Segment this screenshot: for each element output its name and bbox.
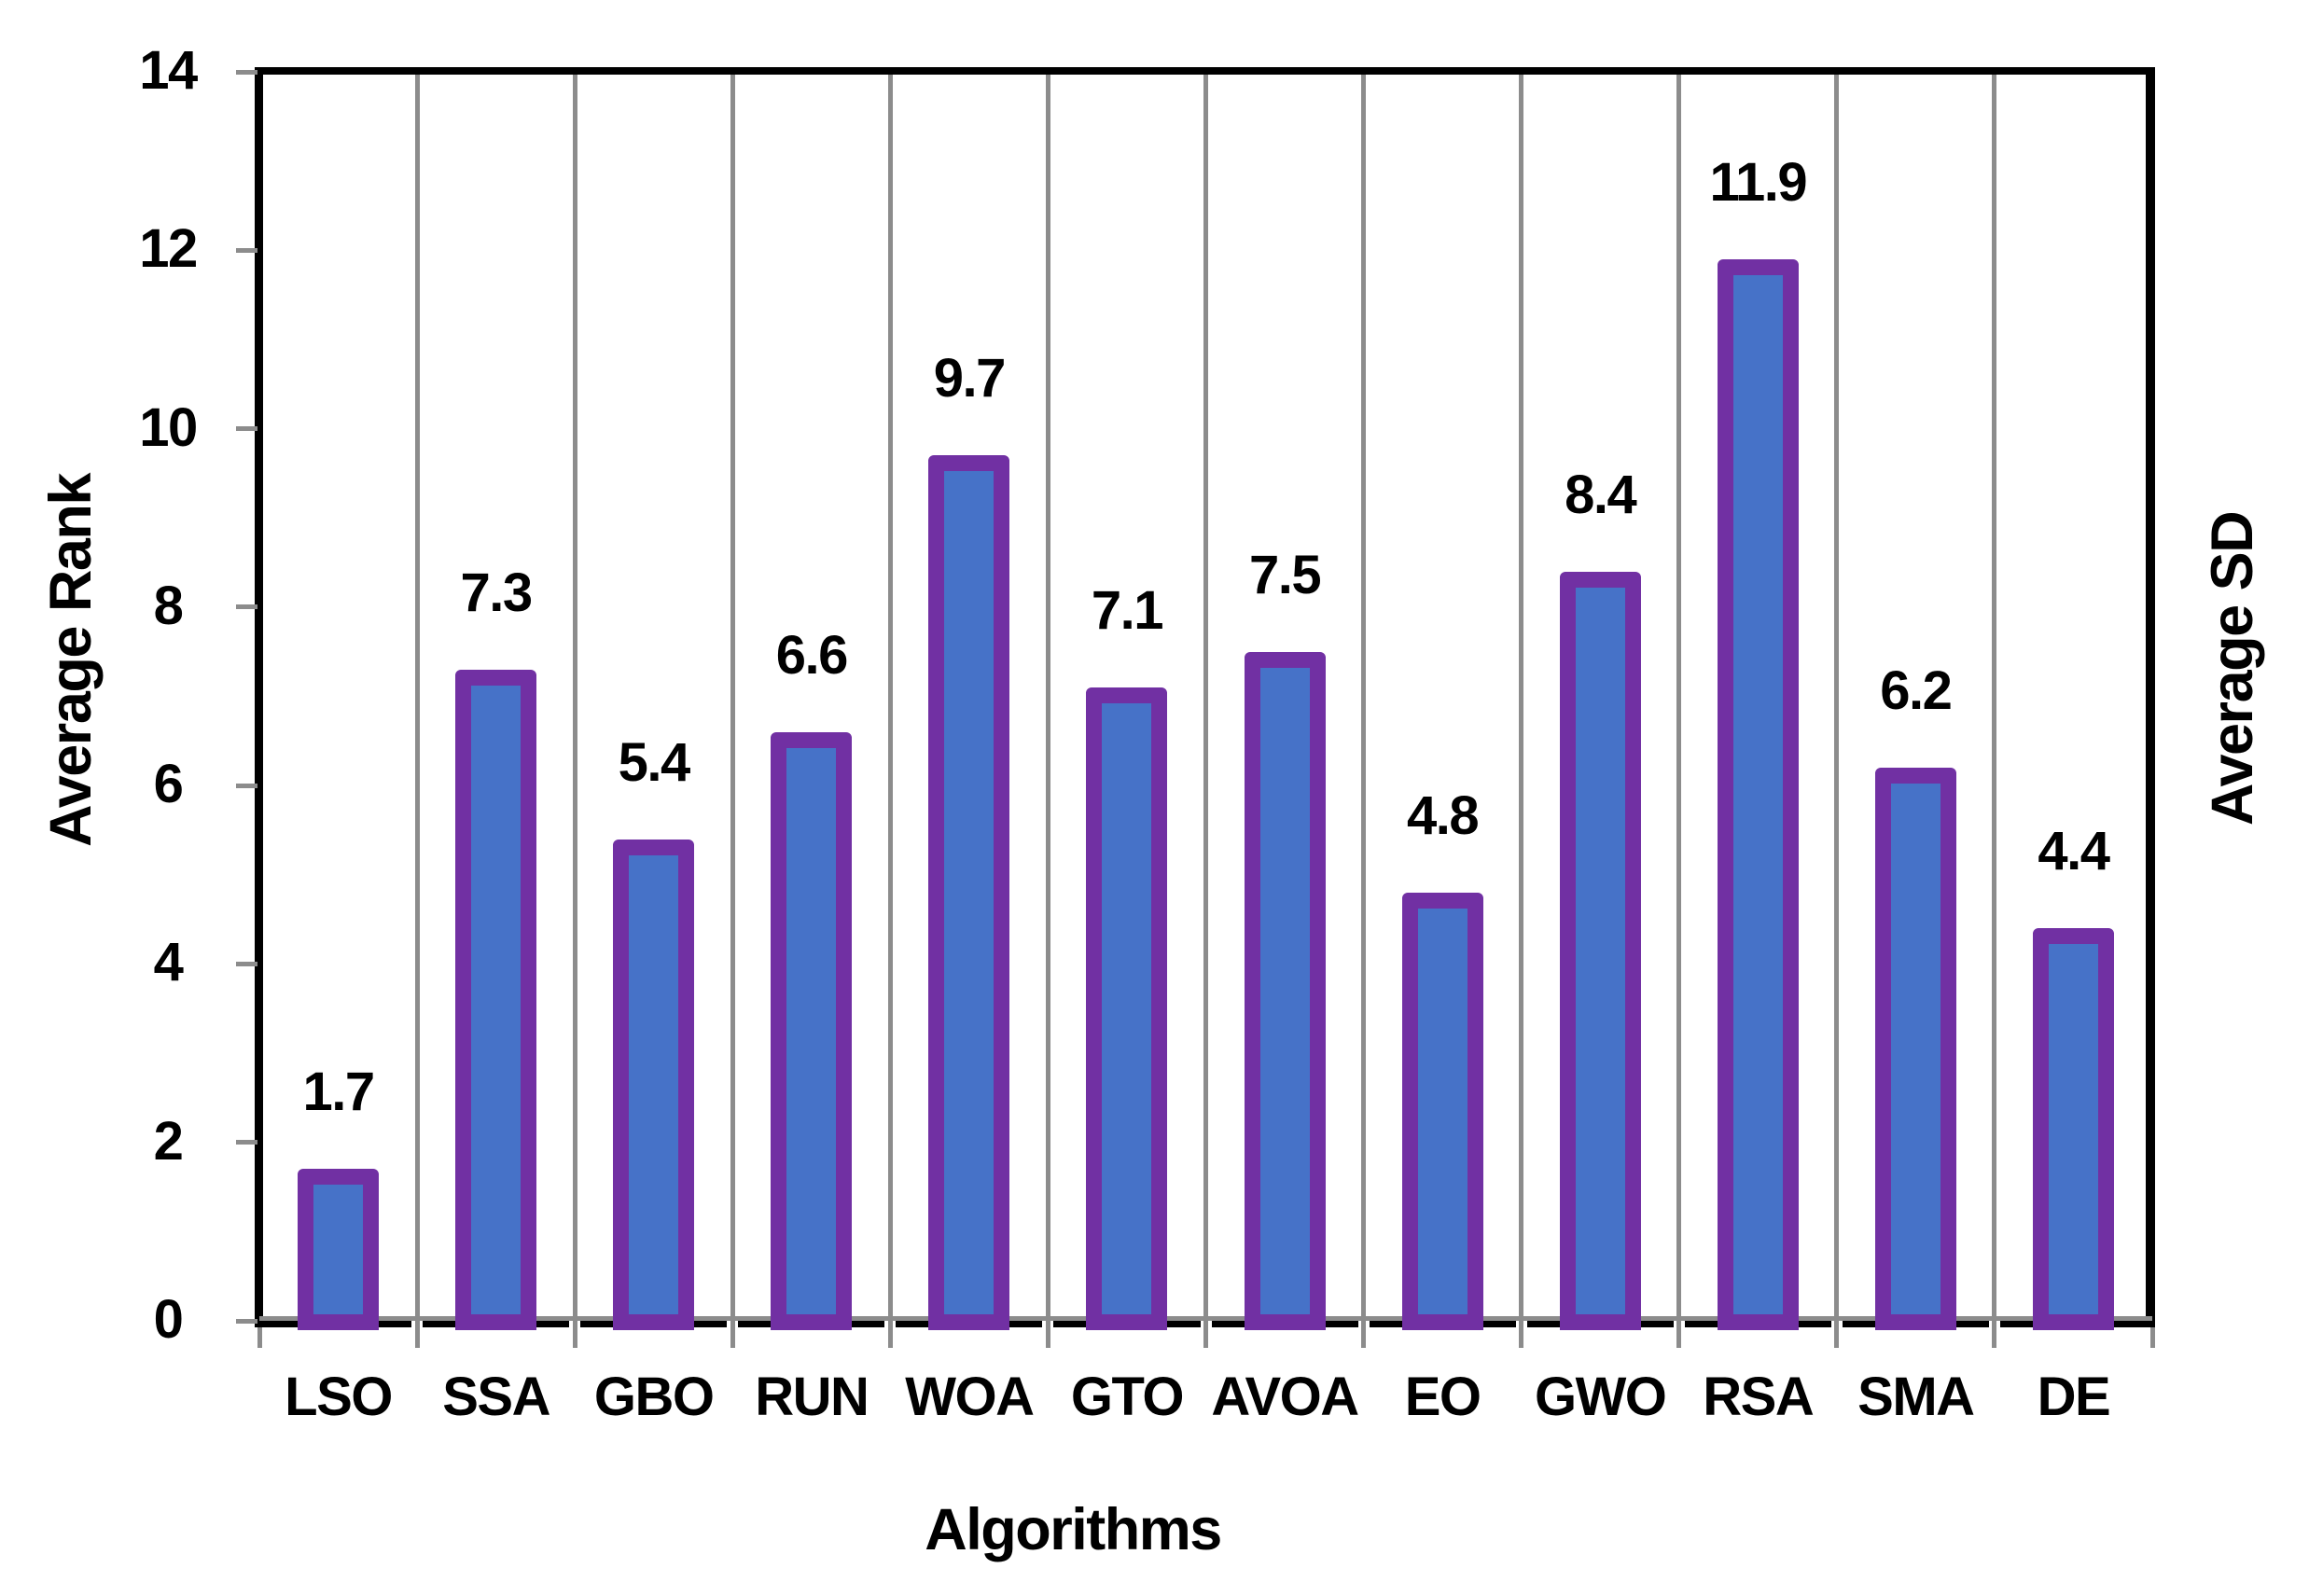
bar-eo bbox=[1401, 892, 1483, 1330]
y-axis-tick bbox=[236, 1140, 257, 1145]
y-axis-title-left: Average Rank bbox=[38, 474, 104, 847]
x-axis-tick bbox=[414, 1321, 420, 1348]
x-axis-tick bbox=[1676, 1321, 1682, 1348]
bar-gto bbox=[1086, 687, 1168, 1330]
bar-value-label: 8.4 bbox=[1565, 464, 1637, 525]
y-tick-label: 2 bbox=[153, 1110, 184, 1172]
vertical-gridline bbox=[1203, 75, 1208, 1317]
bar-value-label: 5.4 bbox=[618, 731, 691, 793]
x-tick-label: LSO bbox=[285, 1367, 393, 1427]
y-axis-tick bbox=[236, 604, 257, 610]
bar-value-label: 1.7 bbox=[302, 1062, 375, 1123]
vertical-gridline bbox=[572, 75, 577, 1317]
x-tick-label: DE bbox=[2037, 1367, 2111, 1427]
bar-value-label: 9.7 bbox=[933, 348, 1007, 409]
x-axis-tick bbox=[572, 1321, 577, 1348]
vertical-gridline bbox=[414, 75, 420, 1317]
x-tick-label: GWO bbox=[1534, 1367, 1667, 1427]
bar-run bbox=[771, 731, 853, 1330]
bar-woa bbox=[928, 455, 1010, 1330]
bar-gwo bbox=[1559, 571, 1641, 1330]
y-tick-label: 8 bbox=[153, 575, 184, 636]
bar-value-label: 7.3 bbox=[460, 562, 534, 623]
bar-value-label: 6.6 bbox=[775, 624, 849, 686]
y-axis-tick bbox=[236, 961, 257, 966]
vertical-gridline bbox=[1519, 75, 1524, 1317]
bar-value-label: 7.5 bbox=[1248, 544, 1322, 605]
vertical-gridline bbox=[1676, 75, 1682, 1317]
x-tick-label: RUN bbox=[755, 1367, 869, 1427]
y-axis-line-left bbox=[255, 67, 263, 1327]
x-axis-tick bbox=[2149, 1327, 2155, 1348]
y-axis-tick bbox=[236, 783, 257, 788]
y-tick-label: 4 bbox=[153, 932, 184, 993]
bar-lso bbox=[298, 1169, 380, 1330]
x-axis-tick bbox=[1045, 1321, 1050, 1348]
y-axis-title-right: Average SD bbox=[2200, 511, 2265, 826]
y-tick-label: 6 bbox=[153, 754, 184, 815]
x-tick-label: GTO bbox=[1070, 1367, 1185, 1427]
x-axis-tick bbox=[257, 1327, 262, 1348]
y-tick-label: 10 bbox=[139, 396, 198, 458]
y-axis-tick bbox=[236, 426, 257, 432]
bar-ssa bbox=[455, 669, 537, 1330]
vertical-gridline bbox=[730, 75, 735, 1317]
vertical-gridline bbox=[1045, 75, 1050, 1317]
bar-de bbox=[2032, 928, 2114, 1330]
x-tick-label: WOA bbox=[905, 1367, 1035, 1427]
bar-sma bbox=[1874, 768, 1956, 1330]
x-tick-label: AVOA bbox=[1211, 1367, 1359, 1427]
vertical-gridline bbox=[1992, 75, 1997, 1317]
x-axis-title: Algorithms bbox=[925, 1497, 1222, 1562]
plot-border-top bbox=[255, 67, 2155, 75]
y-tick-label: 0 bbox=[153, 1289, 184, 1350]
vertical-gridline bbox=[1361, 75, 1367, 1317]
vertical-gridline bbox=[887, 75, 893, 1317]
x-axis-tick bbox=[1203, 1321, 1208, 1348]
x-tick-label: RSA bbox=[1703, 1367, 1814, 1427]
y-axis-tick bbox=[236, 247, 257, 253]
x-axis-tick bbox=[1992, 1321, 1997, 1348]
bar-avoa bbox=[1244, 651, 1326, 1330]
y-axis-tick bbox=[236, 1318, 257, 1324]
x-axis-tick bbox=[1834, 1321, 1840, 1348]
baseline-gridline bbox=[259, 1316, 2152, 1321]
x-tick-label: SMA bbox=[1857, 1367, 1975, 1427]
y-axis-tick bbox=[236, 69, 257, 75]
bar-value-label: 11.9 bbox=[1709, 151, 1807, 213]
x-tick-label: EO bbox=[1404, 1367, 1481, 1427]
x-axis-tick bbox=[1361, 1321, 1367, 1348]
x-tick-label: SSA bbox=[442, 1367, 550, 1427]
x-axis-tick bbox=[730, 1321, 735, 1348]
bar-gbo bbox=[613, 839, 695, 1330]
x-axis-tick bbox=[887, 1321, 893, 1348]
vertical-gridline bbox=[1834, 75, 1840, 1317]
bar-value-label: 4.4 bbox=[2038, 821, 2110, 882]
bar-value-label: 6.2 bbox=[1880, 660, 1953, 721]
bar-value-label: 4.8 bbox=[1407, 784, 1480, 846]
x-tick-label: GBO bbox=[593, 1367, 715, 1427]
bar-value-label: 7.1 bbox=[1091, 579, 1164, 641]
bar-rsa bbox=[1717, 258, 1799, 1330]
y-tick-label: 12 bbox=[139, 218, 198, 280]
y-tick-label: 14 bbox=[139, 40, 198, 101]
plot-border-right bbox=[2146, 67, 2155, 1327]
x-axis-tick bbox=[1519, 1321, 1524, 1348]
